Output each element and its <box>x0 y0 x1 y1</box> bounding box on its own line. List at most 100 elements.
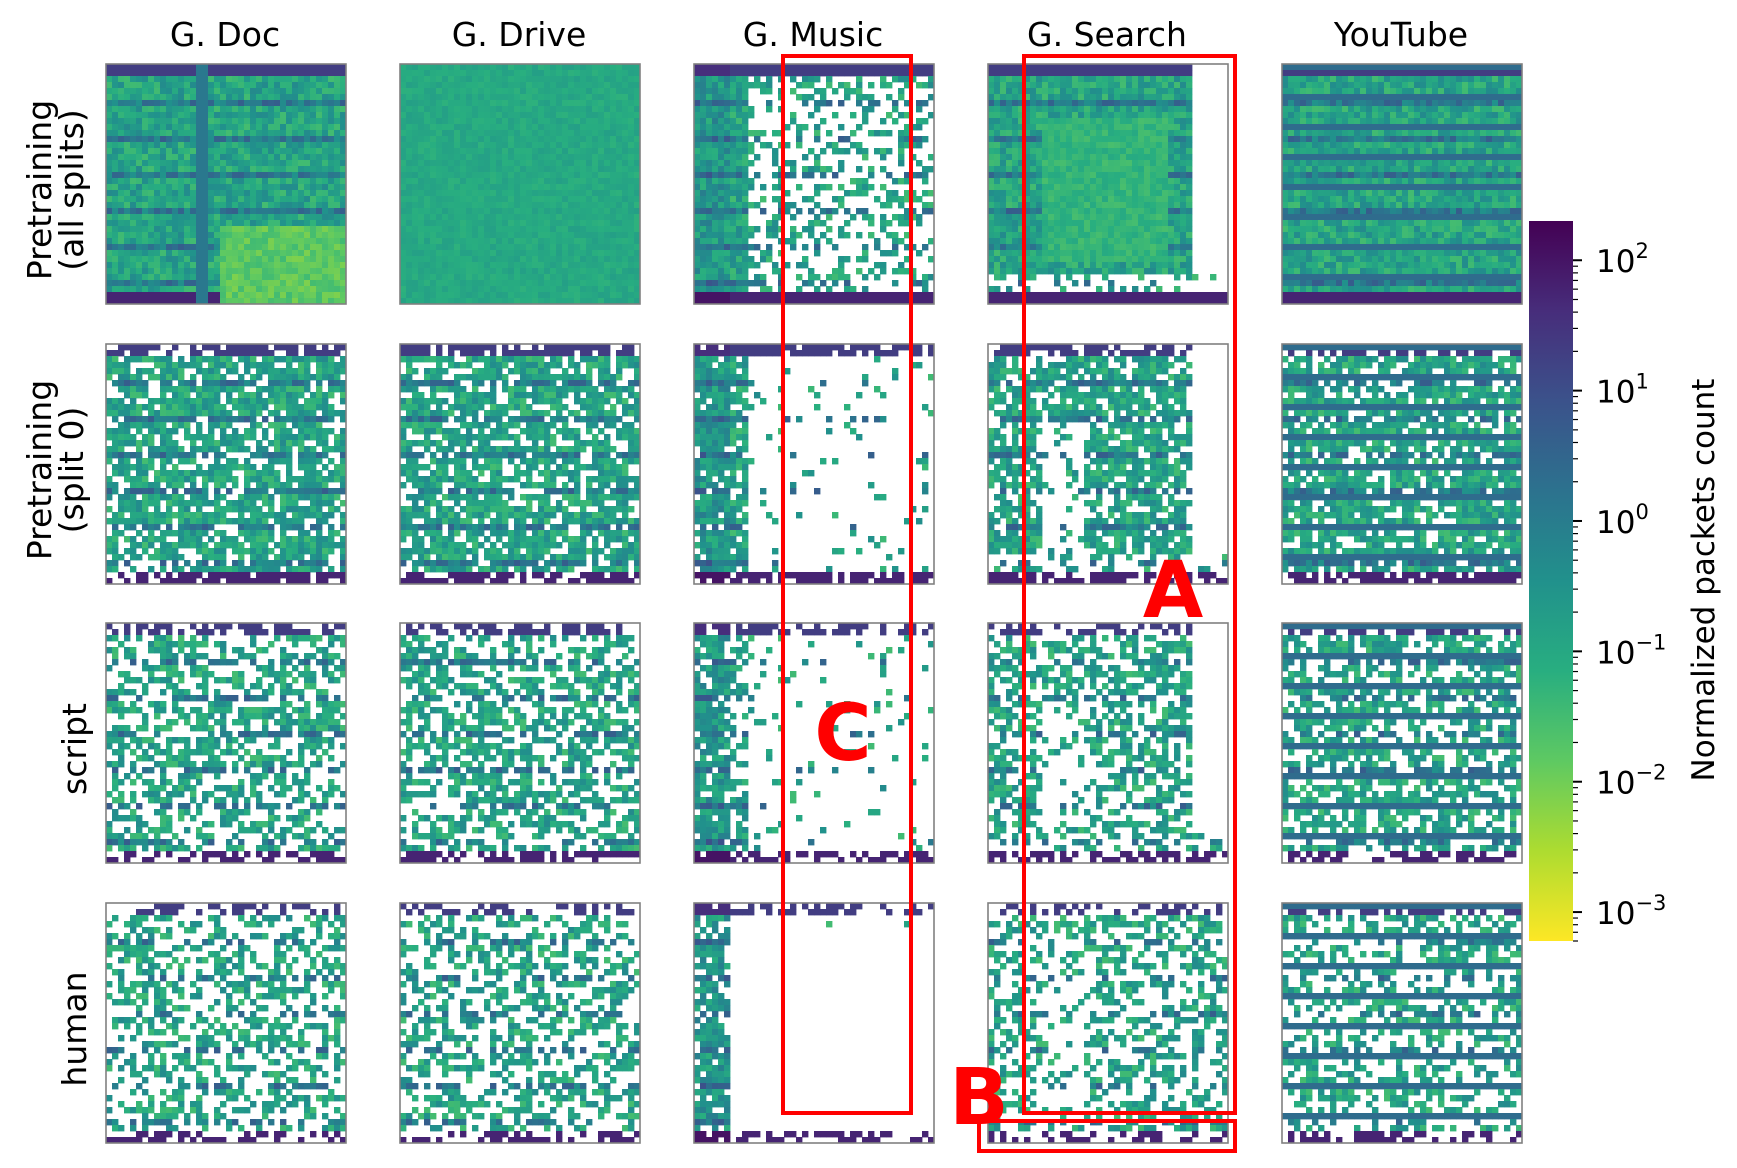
heatmap-cell <box>472 274 479 281</box>
heatmap-cell <box>568 100 575 107</box>
heatmap-cell <box>748 82 755 89</box>
heatmap-cell <box>1042 190 1049 197</box>
heatmap-cell <box>118 280 125 287</box>
heatmap-cell <box>538 184 545 191</box>
heatmap-cell <box>124 142 131 149</box>
heatmap-cell <box>466 232 473 239</box>
heatmap-cell <box>610 292 617 299</box>
heatmap-cell <box>514 214 521 221</box>
heatmap-cell <box>766 220 773 227</box>
heatmap-cell <box>718 178 725 185</box>
heatmap-cell <box>148 238 155 245</box>
heatmap-cell <box>538 250 545 257</box>
heatmap-cell <box>1132 202 1139 209</box>
heatmap-cell <box>532 208 539 215</box>
heatmap-cell <box>160 94 167 101</box>
heatmap-cell <box>1078 64 1085 71</box>
heatmap-cell <box>1156 88 1163 95</box>
heatmap-cell <box>562 94 569 101</box>
heatmap-cell <box>1072 88 1079 95</box>
heatmap-cell <box>508 274 515 281</box>
heatmap-cell <box>316 136 323 143</box>
heatmap-cell <box>880 298 887 305</box>
heatmap-cell <box>400 130 407 137</box>
heatmap-cell <box>628 70 635 77</box>
heatmap-cell <box>802 244 809 251</box>
heatmap-cell <box>1144 148 1151 155</box>
heatmap-cell <box>112 298 119 305</box>
heatmap-cell <box>118 130 125 137</box>
heatmap-cell <box>1060 136 1067 143</box>
heatmap-cell <box>532 70 539 77</box>
heatmap-cell <box>316 250 323 257</box>
heatmap-cell <box>1078 106 1085 113</box>
heatmap-cell <box>826 214 833 221</box>
heatmap-cell <box>106 148 113 155</box>
heatmap-cell <box>712 214 719 221</box>
heatmap-cell <box>466 64 473 71</box>
heatmap-cell <box>910 244 917 251</box>
heatmap-cell <box>856 256 863 263</box>
heatmap-cell <box>316 166 323 173</box>
heatmap-cell <box>766 82 773 89</box>
heatmap-cell <box>1012 148 1019 155</box>
heatmap-cell <box>304 136 311 143</box>
heatmap-cell <box>550 64 557 71</box>
heatmap-cell <box>508 250 515 257</box>
heatmap-cell <box>1120 130 1127 137</box>
heatmap-cell <box>214 208 221 215</box>
heatmap-cell <box>544 184 551 191</box>
heatmap-cell <box>826 226 833 233</box>
heatmap-cell <box>598 274 605 281</box>
heatmap-cell <box>328 166 335 173</box>
heatmap-cell <box>922 244 929 251</box>
heatmap-cell <box>724 160 731 167</box>
heatmap-cell <box>472 226 479 233</box>
heatmap-cell <box>496 142 503 149</box>
heatmap-cell <box>814 292 821 299</box>
heatmap-cell <box>736 280 743 287</box>
heatmap-cell <box>1072 136 1079 143</box>
heatmap-cell <box>742 70 749 77</box>
heatmap-cell <box>520 112 527 119</box>
heatmap-cell <box>322 118 329 125</box>
heatmap-cell <box>1156 178 1163 185</box>
heatmap-cell <box>1120 64 1127 71</box>
heatmap-cell <box>1006 190 1013 197</box>
heatmap-cell <box>586 190 593 197</box>
heatmap-cell <box>808 64 815 71</box>
heatmap-cell <box>1030 172 1037 179</box>
heatmap-cell <box>112 256 119 263</box>
heatmap-cell <box>1006 106 1013 113</box>
heatmap-cell <box>898 292 905 299</box>
heatmap-cell <box>1090 148 1097 155</box>
heatmap-cell <box>490 280 497 287</box>
heatmap-cell <box>622 136 629 143</box>
heatmap-cell <box>586 82 593 89</box>
heatmap-cell <box>112 64 119 71</box>
heatmap-cell <box>592 262 599 269</box>
heatmap-cell <box>736 82 743 89</box>
heatmap-cell <box>1180 166 1187 173</box>
heatmap-cell <box>706 208 713 215</box>
heatmap-cell <box>694 298 701 305</box>
heatmap-cell <box>466 286 473 293</box>
heatmap-cell <box>166 238 173 245</box>
heatmap-cell <box>862 286 869 293</box>
heatmap-cell <box>1054 130 1061 137</box>
heatmap-cell <box>184 184 191 191</box>
heatmap-cell <box>136 292 143 299</box>
heatmap-cell <box>412 100 419 107</box>
heatmap-cell <box>556 286 563 293</box>
heatmap-cell <box>592 136 599 143</box>
heatmap-cell <box>142 196 149 203</box>
heatmap-cell <box>742 178 749 185</box>
heatmap-cell <box>1072 148 1079 155</box>
heatmap-cell <box>424 106 431 113</box>
heatmap-cell <box>268 124 275 131</box>
heatmap-cell <box>220 70 227 77</box>
heatmap-cell <box>916 106 923 113</box>
heatmap-cell <box>280 184 287 191</box>
heatmap-cell <box>550 82 557 89</box>
heatmap-cell <box>406 202 413 209</box>
